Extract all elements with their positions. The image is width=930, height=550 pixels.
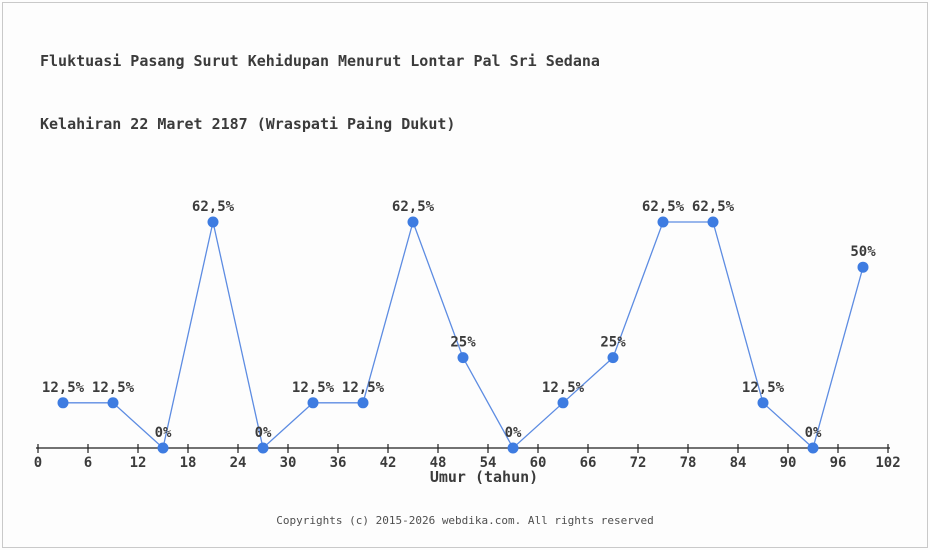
data-point — [857, 261, 869, 273]
data-point-label: 0% — [255, 425, 272, 441]
data-point — [557, 397, 569, 409]
data-point — [757, 397, 769, 409]
x-axis-tick-label: 84 — [730, 455, 747, 471]
data-point-label: 12,5% — [542, 380, 585, 396]
data-point-label: 12,5% — [92, 380, 135, 396]
data-point-label: 0% — [155, 425, 172, 441]
data-point — [207, 216, 219, 228]
data-point-label: 25% — [600, 335, 626, 351]
x-axis-tick-label: 36 — [330, 455, 347, 471]
x-axis-tick-label: 96 — [830, 455, 847, 471]
data-point — [507, 442, 519, 454]
data-point — [57, 397, 69, 409]
data-point-label: 12,5% — [342, 380, 385, 396]
copyright-text: Copyrights (c) 2015-2026 webdika.com. Al… — [276, 514, 654, 527]
x-axis-tick-label: 72 — [630, 455, 647, 471]
x-axis-tick-label: 90 — [780, 455, 797, 471]
x-axis-tick-label: 66 — [580, 455, 597, 471]
x-axis-tick-label: 48 — [430, 455, 447, 471]
x-axis-tick-label: 0 — [34, 455, 42, 471]
data-point — [607, 352, 619, 364]
chart-title-line-1: Fluktuasi Pasang Surut Kehidupan Menurut… — [40, 52, 600, 70]
data-point-label: 62,5% — [642, 199, 685, 215]
x-axis-tick-label: 60 — [530, 455, 547, 471]
data-point-label: 62,5% — [692, 199, 735, 215]
data-point — [707, 216, 719, 228]
data-point — [257, 442, 269, 454]
x-axis-tick-label: 12 — [130, 455, 147, 471]
data-point-label: 12,5% — [42, 380, 85, 396]
chart-title-line-2: Kelahiran 22 Maret 2187 (Wraspati Paing … — [40, 115, 456, 133]
data-point-label: 12,5% — [742, 380, 785, 396]
x-axis-tick-label: 78 — [680, 455, 697, 471]
data-point — [457, 352, 469, 364]
data-point-label: 0% — [805, 425, 822, 441]
data-point — [357, 397, 369, 409]
x-axis-tick-label: 6 — [84, 455, 92, 471]
data-point-label: 12,5% — [292, 380, 335, 396]
x-axis-tick-label: 18 — [180, 455, 197, 471]
x-axis-tick-label: 42 — [380, 455, 397, 471]
x-axis-tick-label: 102 — [875, 455, 900, 471]
data-point-label: 62,5% — [392, 199, 435, 215]
data-point — [107, 397, 119, 409]
data-point-label: 50% — [850, 244, 876, 260]
data-point — [307, 397, 319, 409]
data-point-label: 0% — [505, 425, 522, 441]
x-axis-tick-label: 30 — [280, 455, 297, 471]
data-point — [807, 442, 819, 454]
data-point — [657, 216, 669, 228]
data-point-label: 25% — [450, 335, 476, 351]
data-point — [157, 442, 169, 454]
x-axis-tick-label: 54 — [480, 455, 497, 471]
x-axis-tick-label: 24 — [230, 455, 247, 471]
chart-title: Fluktuasi Pasang Surut Kehidupan Menurut… — [40, 9, 600, 177]
x-axis-label: Umur (tahun) — [429, 468, 539, 486]
data-point — [407, 216, 419, 228]
data-point-label: 62,5% — [192, 199, 235, 215]
